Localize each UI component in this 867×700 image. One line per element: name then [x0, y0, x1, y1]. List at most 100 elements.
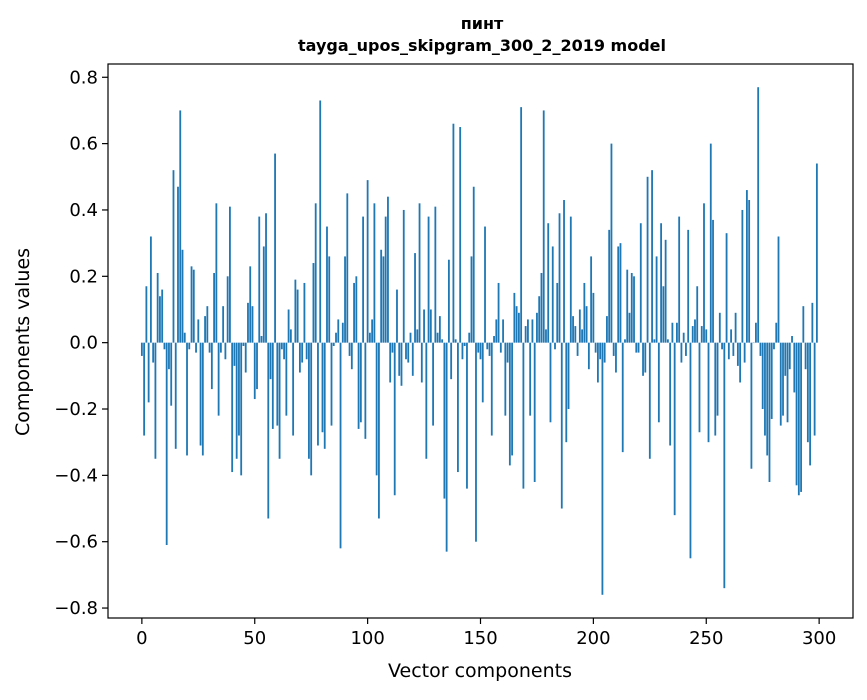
- bar: [457, 343, 459, 472]
- bar: [234, 343, 236, 366]
- bar: [227, 276, 229, 342]
- bar: [629, 313, 631, 343]
- bar: [276, 343, 278, 426]
- bar: [387, 197, 389, 343]
- bar: [222, 306, 224, 342]
- bar: [780, 343, 782, 426]
- bar: [150, 237, 152, 343]
- bar: [527, 319, 529, 342]
- chart-subtitle: tayga_upos_skipgram_300_2_2019 model: [298, 36, 666, 55]
- bar: [186, 343, 188, 456]
- x-tick-label: 50: [243, 628, 266, 649]
- bar: [421, 343, 423, 383]
- bar: [145, 286, 147, 342]
- bar: [608, 230, 610, 343]
- bar: [177, 187, 179, 343]
- x-tick-label: 250: [689, 628, 723, 649]
- bar: [378, 343, 380, 519]
- bar: [723, 343, 725, 588]
- bar: [669, 343, 671, 446]
- bar: [681, 343, 683, 363]
- bar: [414, 253, 416, 343]
- bar: [644, 343, 646, 373]
- bar: [468, 333, 470, 343]
- bar: [432, 343, 434, 426]
- bar: [353, 283, 355, 343]
- y-tick-label: −0.2: [54, 399, 98, 420]
- bar: [552, 246, 554, 342]
- bar: [328, 256, 330, 342]
- bar: [405, 343, 407, 360]
- bar: [671, 323, 673, 343]
- bar: [281, 343, 283, 350]
- bar: [389, 343, 391, 383]
- bar: [482, 343, 484, 403]
- bar: [157, 273, 159, 343]
- bar: [583, 283, 585, 343]
- bar: [453, 124, 455, 343]
- bar: [764, 343, 766, 436]
- bar: [493, 336, 495, 343]
- bar: [256, 343, 258, 389]
- bar: [620, 243, 622, 343]
- bar: [462, 343, 464, 360]
- bar: [236, 343, 238, 459]
- bar: [319, 100, 321, 342]
- bar: [441, 339, 443, 342]
- bar: [516, 306, 518, 342]
- bar: [572, 316, 574, 343]
- bar: [215, 203, 217, 342]
- bar: [538, 296, 540, 342]
- bar: [570, 217, 572, 343]
- bar: [360, 343, 362, 423]
- bar: [416, 329, 418, 342]
- bar: [213, 273, 215, 343]
- bar: [331, 343, 333, 426]
- bar: [337, 319, 339, 342]
- bar: [466, 343, 468, 489]
- bar: [188, 343, 190, 350]
- bar: [285, 343, 287, 416]
- bar: [656, 256, 658, 342]
- bar: [805, 343, 807, 370]
- bar: [712, 220, 714, 343]
- bar: [635, 343, 637, 353]
- bar: [425, 343, 427, 459]
- bar: [579, 309, 581, 342]
- bar: [333, 343, 335, 346]
- bar: [491, 343, 493, 436]
- bar: [701, 326, 703, 343]
- x-tick-label: 100: [350, 628, 384, 649]
- bar: [247, 303, 249, 343]
- bar: [787, 343, 789, 423]
- bar: [173, 170, 175, 343]
- bar: [816, 164, 818, 343]
- bar: [380, 250, 382, 343]
- bar: [565, 343, 567, 443]
- bar: [574, 326, 576, 343]
- bar: [658, 343, 660, 423]
- bar: [495, 319, 497, 342]
- bar: [705, 329, 707, 342]
- bar: [520, 107, 522, 343]
- bar: [676, 323, 678, 343]
- bar: [243, 343, 245, 346]
- bar: [371, 319, 373, 342]
- bar: [683, 333, 685, 343]
- bar: [317, 343, 319, 446]
- bar: [631, 273, 633, 343]
- bar: [732, 343, 734, 356]
- bar: [141, 343, 143, 356]
- bar: [504, 343, 506, 416]
- bar: [299, 343, 301, 373]
- bar: [202, 343, 204, 456]
- bar: [529, 343, 531, 416]
- bar: [500, 343, 502, 353]
- bar: [274, 154, 276, 343]
- bar: [143, 343, 145, 436]
- bar: [270, 343, 272, 379]
- bar: [545, 329, 547, 342]
- bar: [690, 343, 692, 559]
- bar: [597, 343, 599, 383]
- bar: [665, 240, 667, 343]
